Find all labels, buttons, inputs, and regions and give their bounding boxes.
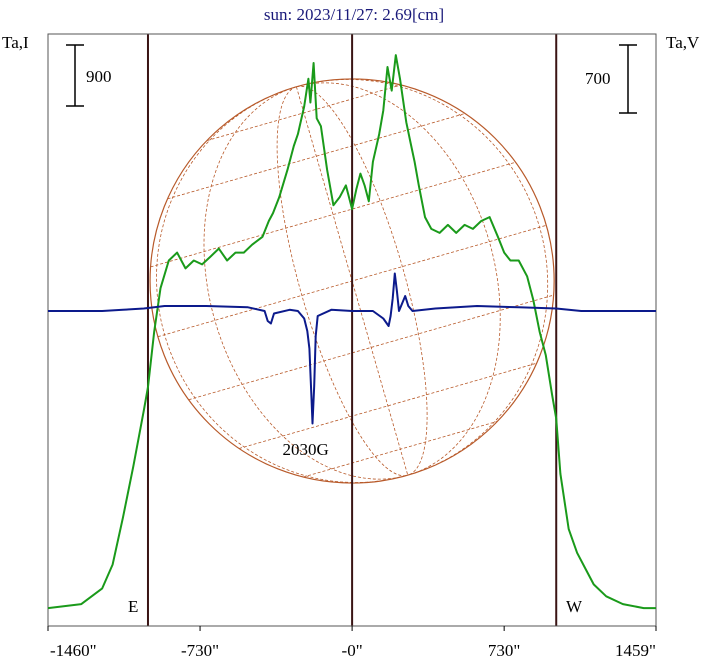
series-polarization-line [48,272,656,425]
x-axis-ticks: -1460" -730" -0" 730" 1459" [47,626,657,660]
scale-bar-right-label: 700 [585,69,611,88]
scale-bar-left-label: 900 [86,67,112,86]
x-tick-label: 730" [488,641,520,660]
y-axis-label-left: Ta,I [2,33,29,52]
disk-parallel [167,113,466,200]
scale-bar-left: 900 [66,44,112,107]
series-lines [47,54,656,610]
chart-title: sun: 2023/11/27: 2.69[cm] [264,5,444,24]
disk-parallel [150,161,516,268]
active-region-annotation: 2030G [283,440,329,459]
disk-meridian [296,82,501,476]
limb-markers [146,34,558,626]
x-tick-label: -730" [181,641,219,660]
y-axis-label-right: Ta,V [666,33,700,52]
x-tick-label: -0" [342,641,363,660]
disk-parallel [303,420,498,478]
limb-label-east: E [128,597,138,616]
disk-meridian [203,86,408,480]
series-intensity-line [47,54,656,610]
x-tick-label: -1460" [50,641,97,660]
disk-meridian [296,85,428,476]
disk-parallel [188,294,554,401]
limb-label-west: W [566,597,583,616]
disk-parallel [239,362,537,449]
scale-bar-right: 700 [585,44,637,114]
disk-meridian [296,79,549,476]
disk-parallel [206,84,402,142]
x-tick-label: 1459" [615,641,656,660]
disk-meridian [276,86,408,477]
